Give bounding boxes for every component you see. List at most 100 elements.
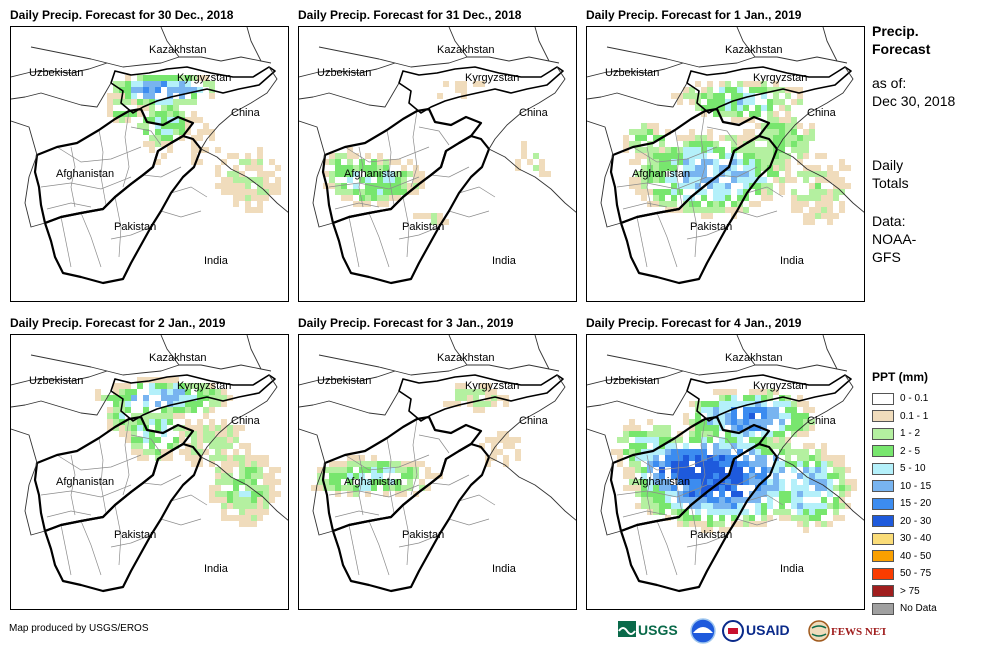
country-label-pakistan: Pakistan (114, 529, 157, 541)
country-label-kyrgyzstan: Kyrgyzstan (177, 380, 232, 392)
map-panel-2: Daily Precip. Forecast for 31 Dec., 2018… (298, 8, 577, 302)
legend-item: 30 - 40 (872, 530, 982, 548)
country-label-pakistan: Pakistan (690, 529, 733, 541)
legend-swatch (872, 585, 894, 598)
country-label-kazakhstan: Kazakhstan (437, 352, 495, 364)
fewsnet-logo-text: FEWS NET (831, 626, 886, 638)
usaid-seal-icon: USAID (722, 620, 790, 642)
legend-label: 1 - 2 (900, 428, 921, 440)
legend-label: 40 - 50 (900, 550, 932, 562)
province-boundaries (40, 110, 208, 268)
side-info: Precip. Forecast as of: Dec 30, 2018 Dai… (872, 22, 982, 266)
country-label-uzbekistan: Uzbekistan (29, 375, 84, 387)
country-label-kyrgyzstan: Kyrgyzstan (753, 380, 808, 392)
panel-title: Daily Precip. Forecast for 4 Jan., 2019 (586, 316, 802, 330)
country-label-kazakhstan: Kazakhstan (725, 44, 783, 56)
fewsnet-globe-icon: FEWS NET (808, 620, 886, 642)
panel-title: Daily Precip. Forecast for 3 Jan., 2019 (298, 316, 514, 330)
panel-title: Daily Precip. Forecast for 31 Dec., 2018 (298, 8, 522, 22)
map-panel-6: Daily Precip. Forecast for 4 Jan., 2019 K… (586, 316, 865, 610)
country-boundaries (299, 335, 576, 593)
country-label-kazakhstan: Kazakhstan (149, 44, 207, 56)
logos: USGS USAID FEWS NET (618, 617, 892, 645)
country-boundaries (11, 27, 288, 285)
map-panel-3: Daily Precip. Forecast for 1 Jan., 2019 K… (586, 8, 865, 302)
country-label-kazakhstan: Kazakhstan (437, 44, 495, 56)
country-boundaries (299, 27, 576, 285)
legend-item: 0 - 0.1 (872, 390, 982, 408)
asof-date: Dec 30, 2018 (872, 93, 956, 109)
legend-label: 20 - 30 (900, 515, 932, 527)
data-source-line1: NOAA- (872, 231, 917, 247)
legend-label: > 75 (900, 585, 920, 597)
province-boundaries (328, 110, 496, 268)
precip-map: Kazakhstan Uzbekistan Kyrgyzstan China Afgha… (586, 26, 865, 302)
side-title-line2: Forecast (872, 41, 931, 57)
legend-item: 15 - 20 (872, 495, 982, 513)
precip-map-svg (11, 27, 288, 285)
precip-cells (107, 75, 281, 213)
country-boundaries (11, 335, 288, 593)
legend-label: 2 - 5 (900, 445, 921, 457)
legend-item: No Data (872, 600, 982, 618)
country-label-pakistan: Pakistan (402, 529, 445, 541)
legend-swatch (872, 532, 894, 545)
map-panel-4: Daily Precip. Forecast for 2 Jan., 2019 K… (10, 316, 289, 610)
legend-title: PPT (mm) (872, 370, 929, 384)
country-label-uzbekistan: Uzbekistan (605, 375, 660, 387)
country-label-afghanistan: Afghanistan (56, 476, 115, 488)
country-label-uzbekistan: Uzbekistan (29, 67, 84, 79)
country-label-india: India (780, 255, 804, 267)
country-label-pakistan: Pakistan (690, 221, 733, 233)
daily-label: Daily (872, 157, 904, 173)
country-label-afghanistan: Afghanistan (344, 476, 403, 488)
country-label-uzbekistan: Uzbekistan (605, 67, 660, 79)
legend: PPT (mm) 0 - 0.1 0.1 - 1 1 - 2 2 - 5 5 - 10 1… (872, 370, 982, 618)
precip-map: Kazakhstan Uzbekistan Kyrgyzstan China Afgha… (298, 26, 577, 302)
legend-item: 20 - 30 (872, 513, 982, 531)
legend-label: 0 - 0.1 (900, 393, 929, 405)
map-panel-1: Daily Precip. Forecast for 30 Dec., 2018… (10, 8, 289, 302)
legend-label: 0.1 - 1 (900, 410, 929, 422)
legend-item: 1 - 2 (872, 425, 982, 443)
country-label-kyrgyzstan: Kyrgyzstan (465, 72, 520, 84)
noaa-logo (690, 618, 716, 644)
precip-map: Kazakhstan Uzbekistan Kyrgyzstan China Afgha… (298, 334, 577, 610)
country-label-kyrgyzstan: Kyrgyzstan (465, 380, 520, 392)
precip-map-svg (587, 27, 864, 285)
noaa-circle-icon (690, 618, 716, 644)
usaid-logo-text: USAID (746, 622, 790, 638)
precip-cells (323, 81, 551, 225)
precip-map: Kazakhstan Uzbekistan Kyrgyzstan China Afgha… (10, 26, 289, 302)
country-label-india: India (204, 563, 228, 575)
legend-swatch (872, 515, 894, 528)
country-label-kyrgyzstan: Kyrgyzstan (753, 72, 808, 84)
legend-swatch (872, 427, 894, 440)
legend-item: 0.1 - 1 (872, 408, 982, 426)
side-title-line1: Precip. (872, 23, 919, 39)
legend-item: > 75 (872, 583, 982, 601)
country-label-china: China (807, 415, 836, 427)
country-boundaries (587, 335, 864, 593)
legend-item: 10 - 15 (872, 478, 982, 496)
country-label-afghanistan: Afghanistan (344, 168, 403, 180)
legend-item: 2 - 5 (872, 443, 982, 461)
precip-map-svg (587, 335, 864, 593)
country-label-afghanistan: Afghanistan (56, 168, 115, 180)
legend-swatch (872, 567, 894, 580)
country-label-china: China (231, 107, 260, 119)
province-boundaries (616, 418, 784, 576)
legend-swatch (872, 550, 894, 563)
country-label-china: China (519, 415, 548, 427)
province-boundaries (40, 418, 208, 576)
legend-swatch (872, 462, 894, 475)
country-label-kyrgyzstan: Kyrgyzstan (177, 72, 232, 84)
legend-swatch (872, 445, 894, 458)
panel-title: Daily Precip. Forecast for 2 Jan., 2019 (10, 316, 226, 330)
country-label-india: India (780, 563, 804, 575)
legend-swatch (872, 392, 894, 405)
usgs-logo-text: USGS (638, 622, 678, 638)
legend-swatch (872, 480, 894, 493)
totals-label: Totals (872, 175, 909, 191)
country-label-afghanistan: Afghanistan (632, 168, 691, 180)
